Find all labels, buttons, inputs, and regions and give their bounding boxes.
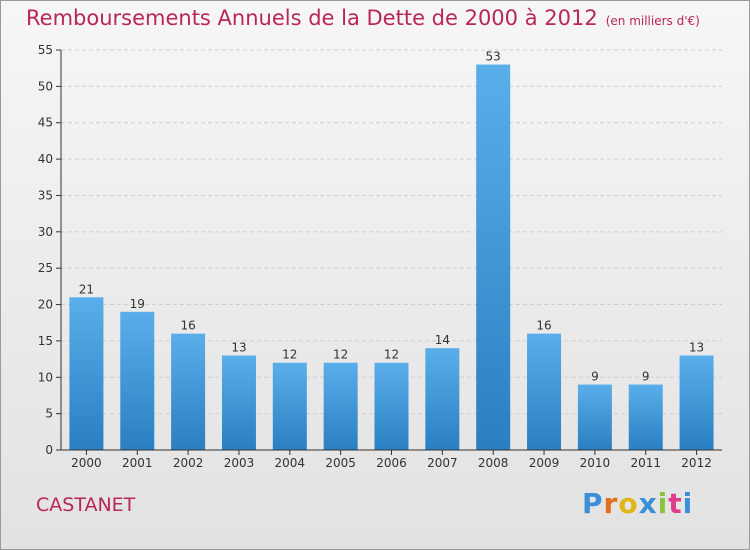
- y-tick-label: 50: [38, 79, 53, 93]
- proxiti-logo[interactable]: Proxiti: [582, 487, 693, 520]
- logo-letter: x: [638, 487, 658, 520]
- data-label: 19: [130, 297, 145, 311]
- y-tick-label: 25: [38, 261, 53, 275]
- bar: [272, 362, 307, 450]
- bar: [527, 333, 562, 450]
- bars: [69, 64, 714, 450]
- data-label: 12: [282, 348, 297, 362]
- data-label: 9: [591, 370, 599, 384]
- data-label: 53: [486, 50, 501, 64]
- data-label: 16: [536, 319, 551, 333]
- data-label: 21: [79, 282, 94, 296]
- x-tick-label: 2010: [580, 456, 611, 470]
- x-tick-label: 2002: [173, 456, 204, 470]
- x-tick-label: 2006: [376, 456, 407, 470]
- y-tick-label: 45: [38, 116, 53, 130]
- bar: [221, 355, 256, 450]
- y-tick-label: 0: [45, 443, 53, 457]
- x-tick-label: 2009: [529, 456, 560, 470]
- x-tick-label: 2004: [275, 456, 306, 470]
- y-tick-label: 55: [38, 43, 53, 57]
- bar: [323, 362, 358, 450]
- chart-title-block: Remboursements Annuels de la Dette de 20…: [26, 6, 700, 30]
- data-label: 14: [435, 333, 450, 347]
- y-tick-label: 30: [38, 225, 53, 239]
- axes: [56, 49, 722, 455]
- y-tick-label: 35: [38, 188, 53, 202]
- bar: [628, 384, 663, 450]
- bar: [69, 297, 104, 450]
- chart-subtitle: (en milliers d'€): [605, 14, 700, 28]
- x-tick-label: 2007: [427, 456, 458, 470]
- bar: [374, 362, 409, 450]
- y-tick-label: 10: [38, 370, 53, 384]
- data-label: 12: [384, 348, 399, 362]
- bar: [425, 348, 460, 450]
- x-tick-label: 2000: [71, 456, 102, 470]
- y-tick-label: 40: [38, 152, 53, 166]
- bar: [171, 333, 206, 450]
- data-label: 13: [689, 340, 704, 354]
- x-tick-label: 2008: [478, 456, 509, 470]
- logo-letter: P: [582, 487, 604, 520]
- logo-letter: t: [668, 487, 683, 520]
- data-label: 9: [642, 370, 650, 384]
- data-label: 16: [180, 319, 195, 333]
- labels: 0 5 10 15 20 25 30 35 40 45 50 55 21 2000 19 2001 16 2002…: [38, 43, 712, 470]
- bar: [120, 311, 155, 450]
- y-tick-label: 20: [38, 298, 53, 312]
- data-label: 13: [231, 340, 246, 354]
- x-tick-label: 2012: [681, 456, 712, 470]
- logo-letter: r: [603, 487, 619, 520]
- bar: [476, 64, 511, 450]
- logo-letter: i: [657, 487, 669, 520]
- x-tick-label: 2001: [122, 456, 153, 470]
- x-tick-label: 2005: [325, 456, 356, 470]
- bar: [577, 384, 612, 450]
- chart-title: Remboursements Annuels de la Dette de 20…: [26, 6, 598, 30]
- logo-letter: i: [682, 487, 694, 520]
- y-tick-label: 5: [45, 407, 53, 421]
- bar: [679, 355, 714, 450]
- x-tick-label: 2003: [224, 456, 255, 470]
- y-tick-label: 15: [38, 334, 53, 348]
- logo-letter: o: [618, 487, 639, 520]
- x-tick-label: 2011: [630, 456, 661, 470]
- city-name: CASTANET: [36, 494, 136, 516]
- data-label: 12: [333, 348, 348, 362]
